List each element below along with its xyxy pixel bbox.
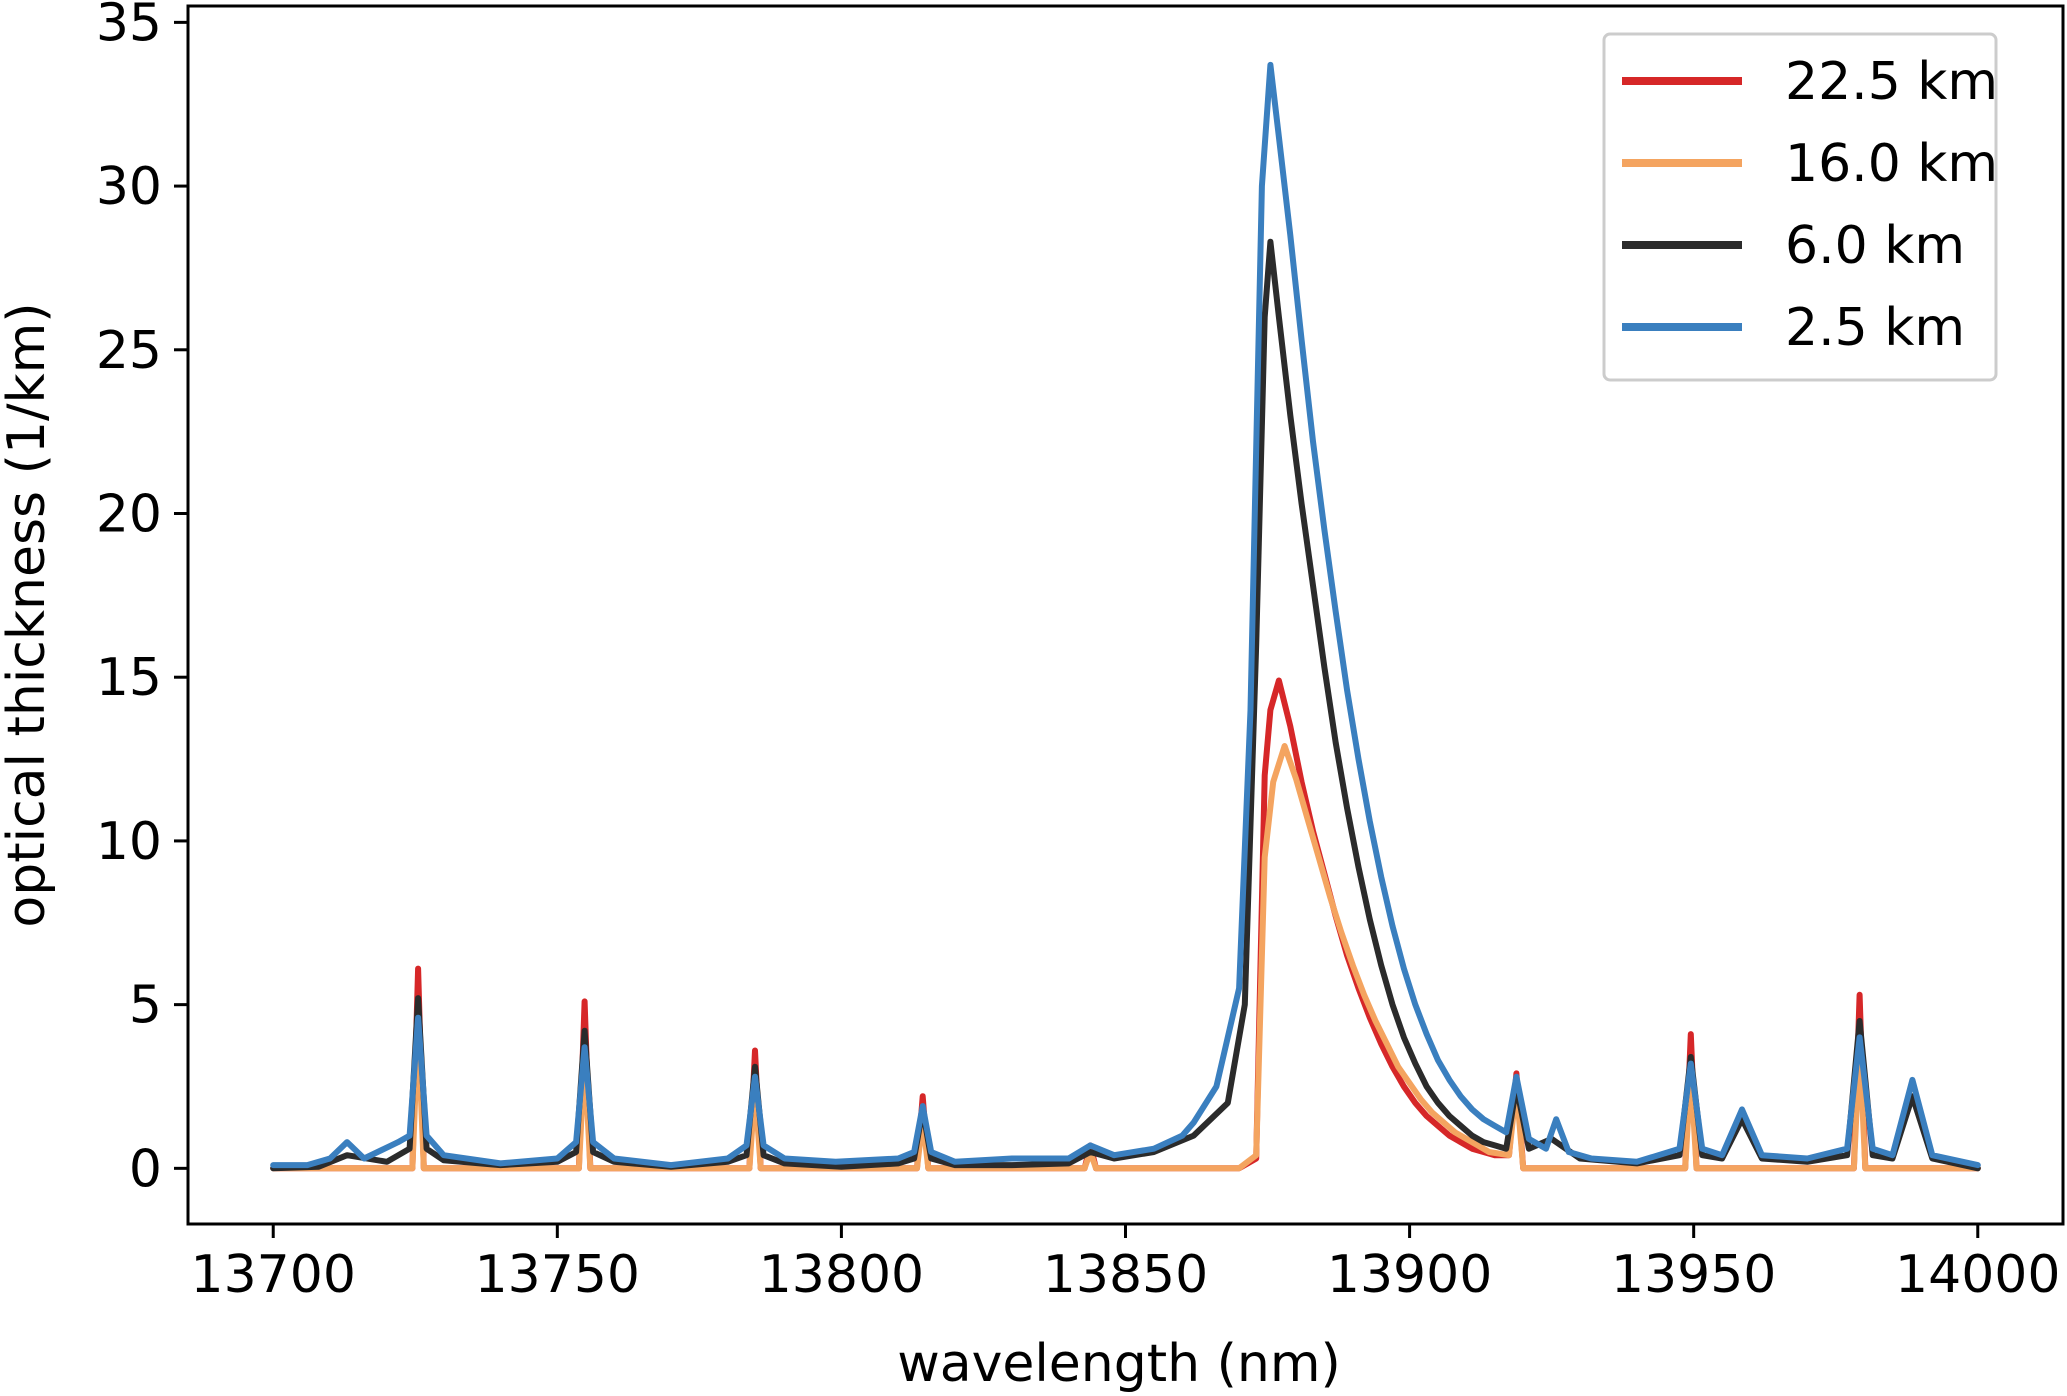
- y-tick-label: 5: [129, 976, 162, 1036]
- x-tick-label: 14000: [1895, 1245, 2060, 1305]
- x-tick-label: 13950: [1611, 1245, 1776, 1305]
- legend-label-2: 16.0 km: [1785, 134, 1998, 194]
- y-tick-label: 0: [129, 1139, 162, 1199]
- x-tick-label: 13850: [1043, 1245, 1208, 1305]
- series-line-4: [270, 61, 1981, 1169]
- y-tick-label: 20: [96, 485, 162, 545]
- x-tick-label: 13700: [191, 1245, 356, 1305]
- y-axis: 0 5 10 15 20 25 30 35: [96, 0, 188, 1199]
- series-layer: [270, 61, 1981, 1172]
- y-tick-label: 35: [96, 0, 162, 53]
- x-tick-label: 13900: [1327, 1245, 1492, 1305]
- legend: 22.5 km 16.0 km 6.0 km 2.5 km: [1602, 32, 1998, 382]
- legend-frame: [1602, 32, 1998, 382]
- y-tick-label: 15: [96, 648, 162, 708]
- y-tick-label: 25: [96, 321, 162, 381]
- legend-label-1: 22.5 km: [1785, 52, 1998, 112]
- y-axis-label: optical thickness (1/km): [0, 302, 57, 927]
- legend-label-3: 6.0 km: [1785, 216, 1965, 276]
- x-axis: 13700 13750 13800 13850 13900 13950 14000: [191, 1224, 2060, 1305]
- y-tick-label: 30: [96, 157, 162, 217]
- x-tick-label: 13800: [759, 1245, 924, 1305]
- x-tick-label: 13750: [475, 1245, 640, 1305]
- y-tick-label: 10: [96, 812, 162, 872]
- x-axis-label: wavelength (nm): [897, 1334, 1341, 1394]
- legend-label-4: 2.5 km: [1785, 298, 1965, 358]
